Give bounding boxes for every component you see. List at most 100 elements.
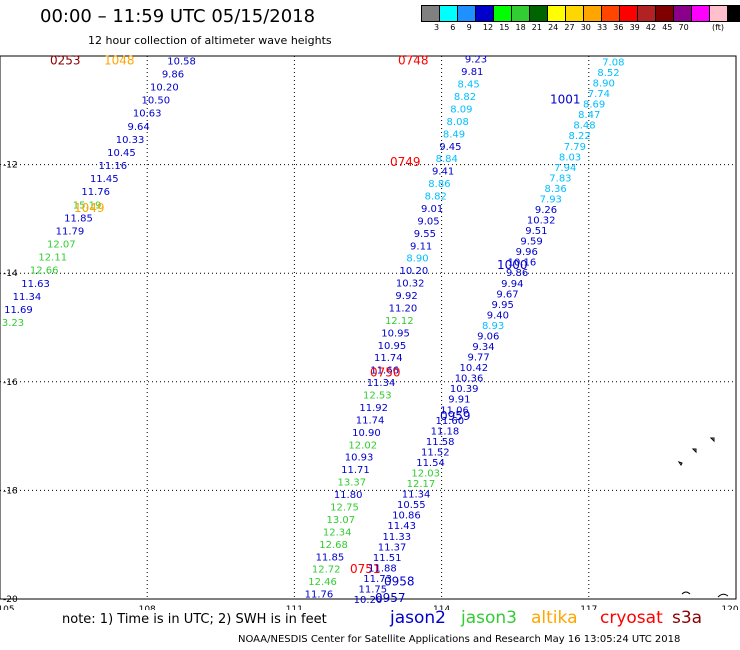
footer-note: note: 1) Time is in UTC; 2) SWH is in fe…: [62, 612, 327, 627]
swh-value-label: 11.74: [374, 353, 403, 364]
swh-value-label: 11.43: [387, 521, 416, 532]
swh-value-label: 10.86: [392, 511, 421, 522]
swh-value-label: 8.90: [593, 79, 615, 90]
pass-time-label: 1049: [74, 201, 105, 215]
swh-value-label: 10.39: [450, 384, 479, 395]
swh-value-label: 12.12: [385, 316, 414, 327]
page-title: 00:00 – 11:59 UTC 05/15/2018: [40, 6, 316, 27]
swh-value-label: 15.19: [73, 200, 102, 211]
swh-value-label: 9.06: [477, 331, 499, 342]
lat-tick-label: -20: [3, 595, 18, 605]
swh-value-label: 11.58: [426, 437, 455, 448]
lon-tick-label: 111: [286, 605, 303, 610]
swh-value-label: 12.11: [38, 253, 67, 264]
swh-value-label: 10.58: [167, 56, 196, 67]
lat-tick-label: -16: [3, 378, 18, 388]
axis-tick-labels: 105 108 111 114 117 120 -12 -14 -16 -18 -20: [0, 161, 739, 610]
swh-value-label: 12.07: [47, 240, 76, 251]
swh-value-label: 9.45: [439, 142, 461, 153]
swh-value-label: 9.26: [535, 205, 557, 216]
swh-value-label: 8.84: [436, 154, 458, 165]
swh-value-label: 8.90: [406, 254, 428, 265]
satellite-label-altika: altika: [531, 608, 578, 628]
swh-value-label: 8.09: [450, 104, 472, 115]
altimeter-tracks: 10.58 9.86 10.20 10.50 10.63 9.64 10.33 10.45 11…: [0, 53, 624, 606]
swh-value-label: 8.03: [559, 152, 581, 163]
legend-label-9: 30: [580, 23, 591, 32]
swh-value-label: 9.86: [506, 268, 528, 279]
swh-value-label: 11.34: [13, 292, 42, 303]
swh-value-label: 7.83: [549, 173, 571, 184]
swh-value-label: 11.45: [90, 174, 119, 185]
swh-value-label: 8.48: [573, 121, 595, 132]
swh-value-label: 10.93: [345, 453, 374, 464]
legend-label-14: 45: [662, 23, 673, 32]
legend-label-8: 27: [564, 23, 575, 32]
satellite-label-s3a: s3a: [672, 608, 703, 628]
legend-unit: (ft): [712, 23, 725, 32]
swh-value-label: 10.32: [527, 216, 556, 227]
lon-tick-label: 105: [0, 605, 15, 610]
swh-value-label: 7.79: [564, 142, 586, 153]
swh-value-label: 10.90: [352, 428, 381, 439]
swh-value-label: 9.81: [461, 67, 483, 78]
swh-value-label: 9.34: [472, 342, 494, 353]
swh-value-label: 8.82: [425, 192, 447, 203]
swh-value-label: 11.52: [421, 447, 450, 458]
lat-tick-label: -18: [3, 486, 18, 496]
lat-tick-label: -12: [3, 161, 18, 171]
swh-value-label: 8.08: [447, 117, 469, 128]
lon-tick-label: 108: [139, 605, 156, 610]
pass-time-label: 0959: [440, 409, 471, 423]
swh-value-label: 9.55: [414, 229, 436, 240]
swh-value-label: 11.37: [378, 542, 407, 553]
swh-value-label: 11.18: [431, 426, 460, 437]
swh-value-label: 10.20: [354, 595, 383, 606]
swh-value-label: 9.51: [525, 226, 547, 237]
page-subtitle: 12 hour collection of altimeter wave hei…: [88, 34, 332, 47]
island-shapes: [677, 437, 729, 598]
pass-time-label: 0749: [390, 155, 421, 169]
swh-value-label: 9.59: [520, 237, 542, 248]
swh-value-label: 10.16: [508, 258, 537, 269]
swh-value-label: 11.34: [367, 378, 396, 389]
pass-time-label: 1001: [550, 92, 581, 106]
swh-legend-labels: 3 6 9 12 15 18 21 24 27 30 33 36 39 42 45 70 (ft): [422, 23, 740, 35]
swh-value-label: 8.36: [544, 184, 566, 195]
swh-value-label: 9.05: [417, 216, 439, 227]
swh-value-label: 10.55: [397, 500, 426, 511]
swh-value-label: 11.80: [334, 490, 363, 501]
swh-value-label: 10.20: [150, 83, 179, 94]
swh-value-label: 11.74: [356, 415, 385, 426]
swh-value-label: 11.51: [373, 553, 402, 564]
swh-value-label: 11.63: [21, 279, 50, 290]
legend-label-10: 33: [597, 23, 608, 32]
legend-swatch-17: [727, 5, 740, 22]
swh-value-label: 9.95: [492, 300, 514, 311]
swh-value-label: 11.88: [368, 563, 397, 574]
swh-value-label: 9.92: [395, 291, 417, 302]
swh-value-label: 8.52: [597, 68, 619, 79]
swh-value-label: 8.45: [458, 80, 480, 91]
swh-value-label: 13.07: [327, 515, 356, 526]
legend-label-13: 42: [645, 23, 657, 32]
satellite-label-jason3: jason3: [461, 608, 517, 628]
swh-value-label: 12.34: [323, 527, 352, 538]
swh-value-label: 10.63: [133, 109, 162, 120]
swh-value-label: 10.32: [396, 279, 425, 290]
swh-value-label: 12.68: [319, 540, 348, 551]
swh-value-label: 10.36: [455, 374, 484, 385]
lon-tick-label: 117: [580, 605, 597, 610]
swh-value-label: 10.95: [378, 341, 407, 352]
swh-value-label: 8.86: [428, 179, 450, 190]
lat-tick-label: -14: [3, 269, 18, 279]
swh-value-label: 11.85: [64, 213, 93, 224]
swh-value-label: 9.96: [516, 247, 538, 258]
swh-value-label: 8.82: [454, 92, 476, 103]
pass-time-label: 1048: [104, 53, 135, 67]
swh-value-label: 8.69: [583, 100, 605, 111]
swh-value-label: 11.60: [435, 416, 464, 427]
pass-time-label: 1000: [497, 258, 528, 272]
swh-value-label: 9.23: [465, 55, 487, 66]
swh-value-label: 9.40: [487, 310, 509, 321]
